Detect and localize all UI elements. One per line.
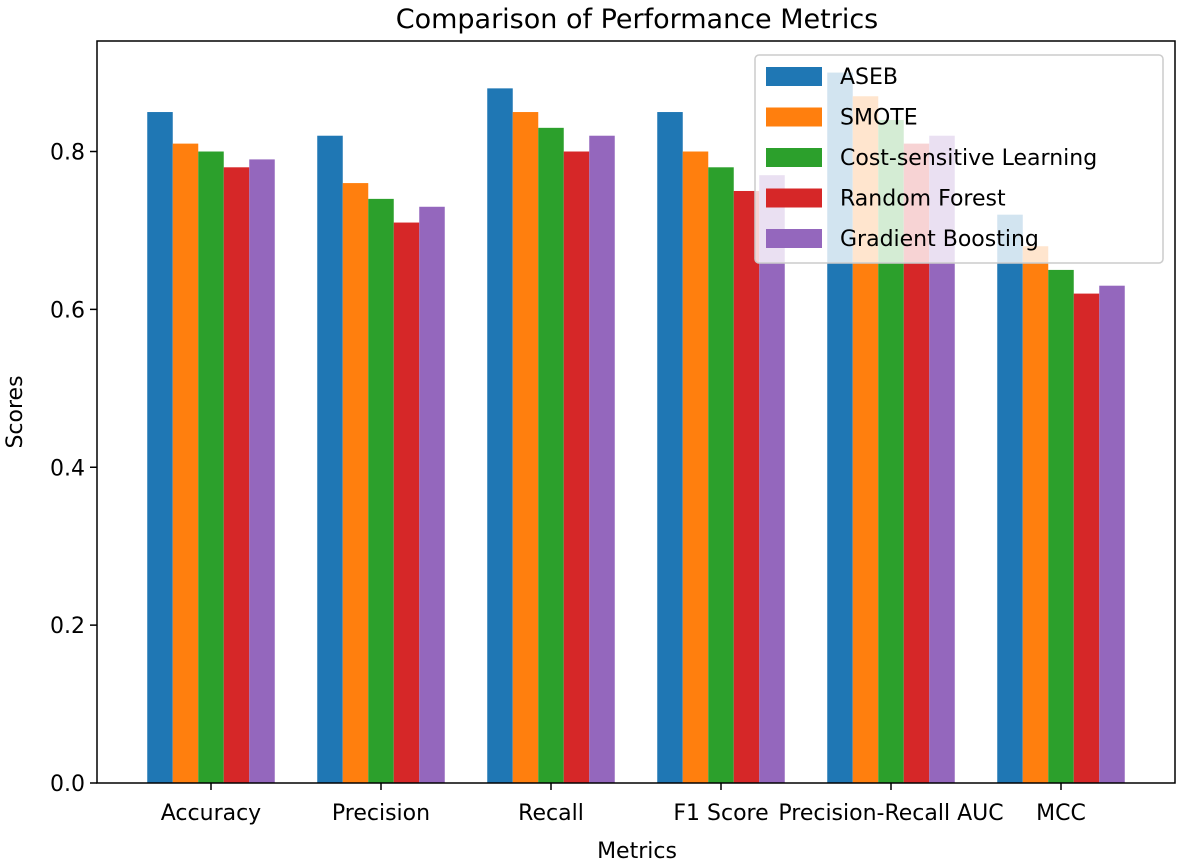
bar-aseb-mcc bbox=[997, 214, 1023, 784]
legend-swatch-gradient-boosting bbox=[766, 229, 822, 248]
x-tick-label-mcc: MCC bbox=[1036, 801, 1086, 826]
bar-cost-sensitive-learning-accuracy bbox=[198, 151, 224, 784]
x-axis: Accuracy Precision Recall F1 Score Precision… bbox=[161, 783, 1086, 826]
x-axis-title: Metrics bbox=[597, 839, 677, 864]
y-tick-label: 0.2 bbox=[50, 614, 85, 639]
y-tick-label: 0.8 bbox=[50, 141, 85, 166]
bar-random-forest-f1-score bbox=[733, 190, 760, 783]
bar-gradient-boosting-f1-score bbox=[759, 175, 785, 784]
legend: ASEB SMOTE Cost-sensitive Learning Random F… bbox=[754, 54, 1164, 264]
bar-smote-recall bbox=[512, 112, 539, 784]
bar-random-forest-recall bbox=[563, 151, 590, 784]
x-tick-label-accuracy: Accuracy bbox=[161, 801, 261, 826]
y-tick-label: 0.4 bbox=[50, 456, 85, 481]
bar-gradient-boosting-accuracy bbox=[249, 159, 275, 784]
bar-aseb-recall bbox=[487, 88, 513, 784]
bar-aseb-f1-score bbox=[657, 112, 683, 784]
bar-random-forest-accuracy bbox=[223, 167, 250, 784]
x-tick-label-precision: Precision bbox=[332, 801, 430, 826]
y-axis-title: Scores bbox=[3, 375, 28, 448]
bar-cost-sensitive-learning-recall bbox=[538, 127, 564, 784]
legend-label-aseb: ASEB bbox=[840, 65, 898, 90]
bar-smote-accuracy bbox=[172, 143, 199, 784]
chart-title: Comparison of Performance Metrics bbox=[396, 4, 879, 35]
bar-gradient-boosting-precision bbox=[419, 206, 445, 783]
bar-random-forest-mcc bbox=[1073, 293, 1100, 783]
x-tick-label-f1-score: F1 Score bbox=[673, 801, 768, 826]
bar-cost-sensitive-learning-precision bbox=[368, 198, 394, 784]
plot-frame bbox=[96, 40, 1176, 784]
legend-box bbox=[754, 54, 1164, 264]
x-tick-label-precision-recall-auc: Precision-Recall AUC bbox=[778, 801, 1003, 826]
legend-label-cost-sensitive-learning: Cost-sensitive Learning bbox=[840, 146, 1097, 171]
legend-swatch-random-forest bbox=[766, 188, 822, 208]
legend-label-random-forest: Random Forest bbox=[840, 187, 1006, 212]
bar-gradient-boosting-mcc bbox=[1099, 285, 1125, 783]
y-tick-label: 0.0 bbox=[50, 772, 85, 797]
legend-swatch-smote bbox=[766, 107, 822, 127]
legend-label-smote: SMOTE bbox=[840, 106, 918, 131]
legend-label-gradient-boosting: Gradient Boosting bbox=[840, 227, 1039, 252]
y-axis: 0.0 0.2 0.4 0.6 0.8 bbox=[50, 141, 97, 797]
bar-smote-precision bbox=[342, 183, 369, 784]
bar-cost-sensitive-learning-mcc bbox=[1048, 269, 1074, 783]
bar-smote-f1-score bbox=[682, 151, 709, 784]
bar-smote-mcc bbox=[1022, 246, 1049, 784]
legend-swatch-cost-sensitive-learning bbox=[766, 148, 822, 167]
bar-aseb-accuracy bbox=[147, 112, 173, 784]
bar-cost-sensitive-learning-f1-score bbox=[708, 167, 734, 784]
bar-random-forest-precision bbox=[393, 222, 420, 783]
bar-aseb-precision bbox=[317, 135, 343, 784]
legend-swatch-aseb bbox=[766, 67, 822, 86]
bar-gradient-boosting-recall bbox=[589, 135, 615, 784]
x-tick-label-recall: Recall bbox=[518, 801, 584, 826]
y-tick-label: 0.6 bbox=[50, 298, 85, 323]
